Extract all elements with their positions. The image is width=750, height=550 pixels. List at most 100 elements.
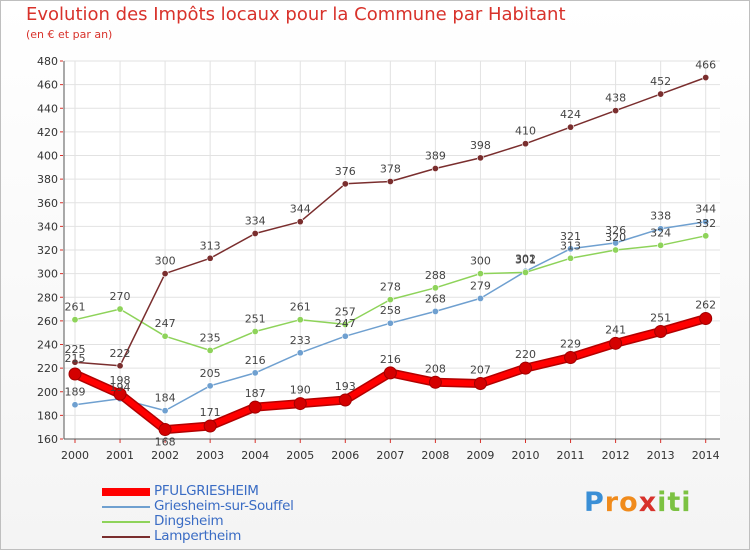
x-tick-label: 2008 bbox=[421, 449, 449, 462]
x-tick-label: 2001 bbox=[106, 449, 134, 462]
x-tick-label: 2003 bbox=[196, 449, 224, 462]
point-griesheim-sur-souffel bbox=[296, 349, 304, 357]
legend-swatch bbox=[102, 488, 150, 496]
x-tick-label: 2010 bbox=[512, 449, 540, 462]
point-lampertheim bbox=[567, 123, 575, 131]
point-lampertheim bbox=[161, 270, 169, 278]
point-dingsheim bbox=[71, 316, 79, 324]
y-tick-label: 220 bbox=[37, 362, 58, 375]
point-dingsheim bbox=[206, 346, 214, 354]
data-label-pfulgriesheim: 215 bbox=[65, 352, 86, 365]
y-tick-label: 400 bbox=[37, 150, 58, 163]
x-tick-label: 2004 bbox=[241, 449, 269, 462]
point-pfulgriesheim bbox=[158, 423, 172, 437]
data-label-lampertheim: 313 bbox=[200, 239, 221, 252]
y-tick-label: 200 bbox=[37, 386, 58, 399]
point-griesheim-sur-souffel bbox=[386, 319, 394, 327]
point-griesheim-sur-souffel bbox=[431, 307, 439, 315]
data-label-griesheim-sur-souffel: 184 bbox=[155, 392, 176, 405]
data-label-griesheim-sur-souffel: 302 bbox=[515, 252, 536, 265]
data-label-dingsheim: 324 bbox=[650, 226, 671, 239]
data-label-griesheim-sur-souffel: 205 bbox=[200, 367, 221, 380]
y-tick-label: 180 bbox=[37, 409, 58, 422]
point-lampertheim bbox=[521, 140, 529, 148]
data-label-griesheim-sur-souffel: 216 bbox=[245, 354, 266, 367]
x-tick-label: 2014 bbox=[692, 449, 720, 462]
data-label-griesheim-sur-souffel: 321 bbox=[560, 230, 581, 243]
point-dingsheim bbox=[612, 246, 620, 254]
point-dingsheim bbox=[116, 305, 124, 313]
data-label-griesheim-sur-souffel: 233 bbox=[290, 334, 311, 347]
point-dingsheim bbox=[476, 270, 484, 278]
data-label-pfulgriesheim: 229 bbox=[560, 337, 581, 350]
data-label-griesheim-sur-souffel: 268 bbox=[425, 292, 446, 305]
x-tick-label: 2005 bbox=[286, 449, 314, 462]
data-label-lampertheim: 334 bbox=[245, 214, 266, 227]
series-group bbox=[68, 74, 713, 437]
point-griesheim-sur-souffel bbox=[341, 332, 349, 340]
y-tick-label: 480 bbox=[37, 55, 58, 68]
legend-label: Lampertheim bbox=[154, 528, 242, 544]
data-label-pfulgriesheim: 198 bbox=[110, 374, 131, 387]
data-label-pfulgriesheim: 241 bbox=[605, 323, 626, 336]
point-lampertheim bbox=[386, 177, 394, 185]
y-tick-label: 160 bbox=[37, 433, 58, 446]
data-label-dingsheim: 235 bbox=[200, 331, 221, 344]
point-pfulgriesheim bbox=[699, 312, 713, 326]
data-label-lampertheim: 452 bbox=[650, 75, 671, 88]
point-lampertheim bbox=[71, 358, 79, 366]
point-dingsheim bbox=[341, 320, 349, 328]
point-dingsheim bbox=[296, 316, 304, 324]
x-tick-label: 2013 bbox=[647, 449, 675, 462]
point-pfulgriesheim bbox=[68, 367, 82, 381]
point-lampertheim bbox=[341, 180, 349, 188]
chart-title: Evolution des Impôts locaux pour la Comm… bbox=[26, 4, 566, 25]
data-label-dingsheim: 301 bbox=[515, 253, 536, 266]
point-dingsheim bbox=[431, 284, 439, 292]
data-label-pfulgriesheim: 220 bbox=[515, 348, 536, 361]
logo-letter: i bbox=[657, 487, 668, 518]
data-label-dingsheim: 257 bbox=[335, 305, 356, 318]
data-label-dingsheim: 261 bbox=[290, 301, 311, 314]
data-label-lampertheim: 466 bbox=[695, 59, 716, 72]
point-dingsheim bbox=[386, 296, 394, 304]
point-pfulgriesheim bbox=[338, 393, 352, 407]
y-tick-label: 300 bbox=[37, 268, 58, 281]
point-pfulgriesheim bbox=[473, 376, 487, 390]
logo-letter: i bbox=[681, 487, 692, 518]
point-lampertheim bbox=[657, 90, 665, 98]
point-pfulgriesheim bbox=[203, 419, 217, 433]
data-label-lampertheim: 438 bbox=[605, 92, 626, 105]
data-label-griesheim-sur-souffel: 279 bbox=[470, 279, 491, 292]
data-label-pfulgriesheim: 193 bbox=[335, 380, 356, 393]
point-pfulgriesheim bbox=[519, 361, 532, 375]
y-tick-label: 460 bbox=[37, 79, 58, 92]
y-tick-label: 380 bbox=[37, 173, 58, 186]
x-tick-label: 2007 bbox=[376, 449, 404, 462]
data-label-pfulgriesheim: 216 bbox=[380, 353, 401, 366]
data-label-griesheim-sur-souffel: 189 bbox=[65, 386, 86, 399]
point-pfulgriesheim bbox=[293, 397, 307, 411]
point-pfulgriesheim bbox=[564, 350, 578, 364]
point-dingsheim bbox=[521, 268, 529, 276]
point-lampertheim bbox=[431, 164, 439, 172]
legend-swatch bbox=[102, 521, 150, 523]
point-griesheim-sur-souffel bbox=[206, 382, 214, 390]
legend-label: Griesheim-sur-Souffel bbox=[154, 498, 294, 514]
data-label-lampertheim: 225 bbox=[65, 343, 86, 356]
x-tick-label: 2009 bbox=[466, 449, 494, 462]
data-label-dingsheim: 300 bbox=[470, 255, 491, 268]
y-tick-label: 360 bbox=[37, 197, 58, 210]
point-griesheim-sur-souffel bbox=[476, 294, 484, 302]
data-label-griesheim-sur-souffel: 194 bbox=[110, 381, 131, 394]
logo-letter: P bbox=[584, 487, 605, 518]
point-lampertheim bbox=[476, 154, 484, 162]
legend-label: Dingsheim bbox=[154, 513, 224, 529]
data-labels: 215 198 168 171 187 190 193 216 208 207 220 229 241 2… bbox=[65, 59, 717, 449]
proxiti-logo: Proxiti bbox=[584, 487, 692, 518]
data-label-lampertheim: 389 bbox=[425, 149, 446, 162]
data-label-pfulgriesheim: 251 bbox=[650, 312, 671, 325]
data-label-dingsheim: 288 bbox=[425, 269, 446, 282]
axes: 160 180 200 220 240 260 280 300 320 340 360 380 400 4… bbox=[37, 55, 720, 462]
data-label-griesheim-sur-souffel: 326 bbox=[605, 224, 626, 237]
